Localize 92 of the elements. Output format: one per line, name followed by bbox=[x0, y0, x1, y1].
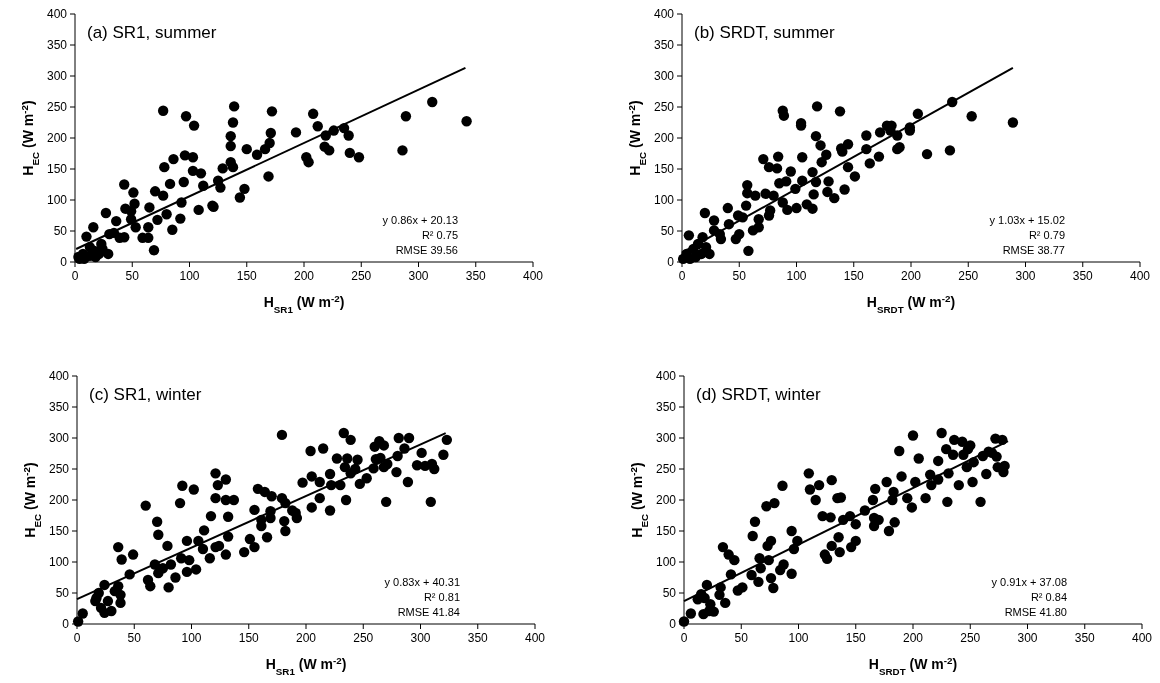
text: (a) SR1, summer bbox=[87, 23, 217, 42]
x-tick-label: 50 bbox=[127, 631, 142, 645]
x-tick-label: 0 bbox=[678, 269, 686, 283]
x-tick-label: 150 bbox=[845, 631, 867, 645]
x-tick-label: 400 bbox=[524, 631, 546, 645]
x-tick-label: 400 bbox=[1129, 269, 1151, 283]
y-tick-label: 150 bbox=[655, 524, 677, 539]
x-axis-title: H$_{SR1}$ (W m$^{-2}$) bbox=[265, 654, 347, 677]
x-tick-label: 50 bbox=[734, 631, 749, 645]
y-tick-label: 350 bbox=[48, 400, 70, 415]
y-tick-label: 150 bbox=[48, 524, 70, 539]
x-tick-label: 400 bbox=[522, 269, 544, 283]
y-tick-label: 150 bbox=[653, 162, 675, 177]
y-tick-label: 0 bbox=[669, 617, 677, 632]
x-tick-label: 200 bbox=[295, 631, 317, 645]
annotation: RMSE 41.80 bbox=[1004, 606, 1067, 618]
x-tick-label: 300 bbox=[1015, 269, 1036, 283]
annotation: y 0.83x + 40.31 bbox=[384, 576, 460, 588]
x-tick-label: 350 bbox=[465, 269, 487, 283]
x-tick-label: 100 bbox=[179, 269, 200, 283]
annotation: RMSE 39.56 bbox=[395, 244, 458, 256]
annotation: y 0.91x + 37.08 bbox=[991, 576, 1067, 588]
annotation: R² 0.81 bbox=[423, 591, 460, 603]
y-tick-label: 250 bbox=[653, 100, 675, 115]
x-tick-label: 0 bbox=[680, 631, 688, 645]
y-tick-label: 50 bbox=[662, 586, 677, 601]
x-tick-label: 150 bbox=[238, 631, 260, 645]
x-tick-label: 300 bbox=[408, 269, 429, 283]
y-tick-label: 100 bbox=[46, 193, 68, 208]
y-tick-label: 200 bbox=[46, 131, 68, 146]
y-tick-label: 300 bbox=[48, 431, 70, 446]
y-tick-label: 250 bbox=[655, 462, 677, 477]
y-tick-label: 300 bbox=[653, 69, 675, 84]
x-tick-label: 100 bbox=[786, 269, 807, 283]
annotation: RMSE 41.84 bbox=[397, 606, 460, 618]
x-tick-label: 250 bbox=[958, 269, 979, 283]
annotation: R² 0.84 bbox=[1030, 591, 1067, 603]
y-tick-label: 400 bbox=[48, 369, 70, 384]
x-axis-title: H$_{SRDT}$ (W m$^{-2}$) bbox=[868, 654, 958, 677]
x-tick-label: 300 bbox=[410, 631, 431, 645]
y-tick-label: 200 bbox=[655, 493, 677, 508]
y-tick-label: 0 bbox=[62, 617, 70, 632]
y-tick-label: 50 bbox=[53, 224, 68, 239]
x-tick-label: 350 bbox=[467, 631, 489, 645]
x-tick-label: 250 bbox=[351, 269, 372, 283]
y-tick-label: 350 bbox=[655, 400, 677, 415]
x-tick-label: 300 bbox=[1017, 631, 1038, 645]
y-tick-label: 50 bbox=[660, 224, 675, 239]
y-tick-label: 300 bbox=[46, 69, 68, 84]
x-axis-title: H$_{SRDT}$ (W m$^{-2}$) bbox=[866, 292, 956, 315]
y-tick-label: 0 bbox=[60, 255, 68, 270]
y-tick-label: 250 bbox=[48, 462, 70, 477]
annotation: y 0.86x + 20.13 bbox=[382, 214, 458, 226]
y-tick-label: 100 bbox=[48, 555, 70, 570]
x-tick-label: 250 bbox=[353, 631, 374, 645]
y-tick-label: 400 bbox=[46, 7, 68, 22]
y-tick-label: 350 bbox=[653, 38, 675, 53]
annotation: R² 0.75 bbox=[421, 229, 458, 241]
x-tick-label: 0 bbox=[73, 631, 81, 645]
text: (b) SRDT, summer bbox=[694, 23, 836, 42]
y-tick-label: 400 bbox=[655, 369, 677, 384]
y-tick-label: 300 bbox=[655, 431, 677, 446]
y-tick-label: 200 bbox=[48, 493, 70, 508]
x-tick-label: 250 bbox=[960, 631, 981, 645]
x-tick-label: 200 bbox=[293, 269, 315, 283]
y-tick-label: 400 bbox=[653, 7, 675, 22]
y-tick-label: 50 bbox=[55, 586, 70, 601]
y-tick-label: 350 bbox=[46, 38, 68, 53]
x-tick-label: 150 bbox=[843, 269, 865, 283]
text: (d) SRDT, winter bbox=[696, 385, 822, 404]
y-tick-label: 150 bbox=[46, 162, 68, 177]
x-tick-label: 200 bbox=[902, 631, 924, 645]
y-tick-label: 100 bbox=[655, 555, 677, 570]
x-tick-label: 50 bbox=[732, 269, 747, 283]
x-axis-title: H$_{SR1}$ (W m$^{-2}$) bbox=[263, 292, 345, 315]
annotation: R² 0.79 bbox=[1028, 229, 1065, 241]
annotation: y 1.03x + 15.02 bbox=[989, 214, 1065, 226]
x-tick-label: 400 bbox=[1131, 631, 1153, 645]
x-tick-label: 50 bbox=[125, 269, 140, 283]
x-tick-label: 100 bbox=[181, 631, 202, 645]
y-tick-label: 0 bbox=[667, 255, 675, 270]
y-tick-label: 200 bbox=[653, 131, 675, 146]
annotation: RMSE 38.77 bbox=[1002, 244, 1065, 256]
x-tick-label: 350 bbox=[1072, 269, 1094, 283]
x-tick-label: 350 bbox=[1074, 631, 1096, 645]
y-tick-label: 100 bbox=[653, 193, 675, 208]
x-tick-label: 200 bbox=[900, 269, 922, 283]
x-tick-label: 0 bbox=[71, 269, 79, 283]
y-tick-label: 250 bbox=[46, 100, 68, 115]
x-tick-label: 100 bbox=[788, 631, 809, 645]
text: (c) SR1, winter bbox=[89, 385, 202, 404]
x-tick-label: 150 bbox=[236, 269, 258, 283]
